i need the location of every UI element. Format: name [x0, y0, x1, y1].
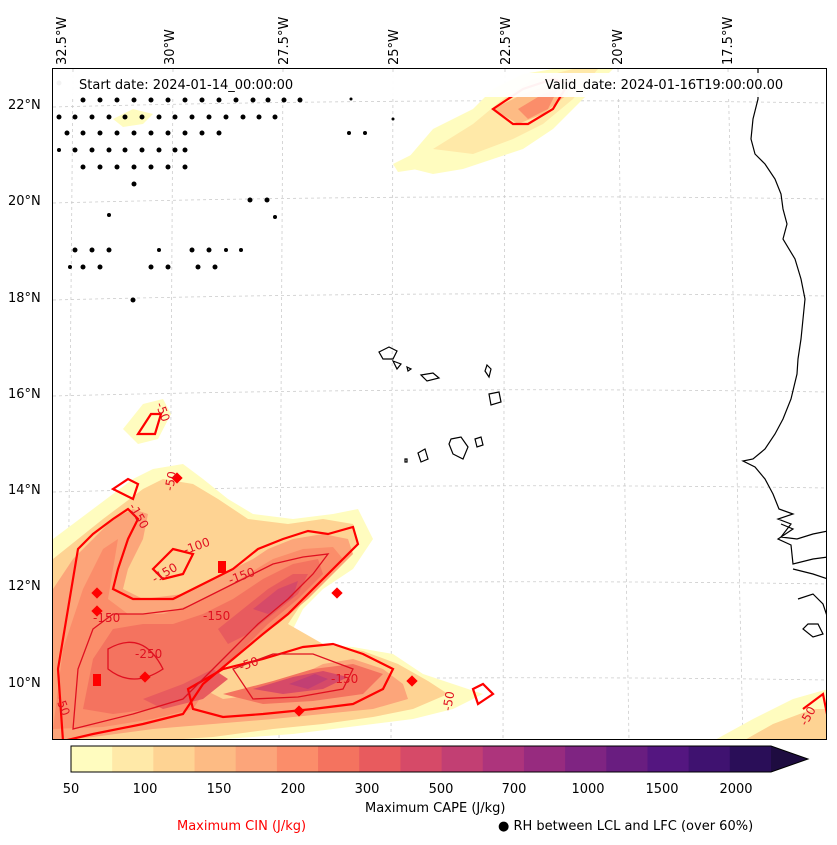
colorbar-label: Maximum CAPE (J/kg)	[365, 801, 506, 816]
colorbar-segment	[565, 746, 607, 772]
lat-label: 12°N	[8, 579, 41, 594]
colorbar-segment	[276, 746, 319, 772]
colorbar-tick: 700	[501, 782, 527, 797]
cin-contour-label: -150	[203, 609, 231, 623]
cin-legend-label: Maximum CIN (J/kg)	[177, 819, 307, 834]
colorbar-segment	[441, 746, 484, 772]
colorbar-segment	[235, 746, 278, 772]
colorbar-extend-arrow	[771, 746, 808, 772]
colorbar-tick: 1000	[571, 782, 605, 797]
valid-date-label: Valid_date: 2024-01-16T19:00:00.00	[545, 78, 784, 93]
colorbar-tick: 150	[206, 782, 232, 797]
colorbar-segment	[400, 746, 443, 772]
lat-label: 16°N	[8, 387, 41, 402]
colorbar	[70, 745, 810, 773]
lon-label: 32.5°W	[55, 16, 70, 65]
lat-label: 22°N	[8, 98, 41, 113]
colorbar-outline	[70, 745, 810, 773]
colorbar-segment	[606, 746, 648, 772]
rh-legend-label: RH between LCL and LFC (over 60%)	[513, 819, 754, 834]
lat-label: 20°N	[8, 194, 41, 209]
map-panel: -50 -50 -150 -100 -150 -150 -250 -150 -5…	[52, 68, 827, 740]
lat-label: 18°N	[8, 291, 41, 306]
lat-label: 10°N	[8, 676, 41, 691]
colorbar-tick: 200	[280, 782, 306, 797]
cin-contour-label: -150	[331, 672, 359, 686]
colorbar-segment	[318, 746, 360, 772]
rh-dots	[56, 80, 395, 303]
lon-label: 27.5°W	[277, 16, 292, 65]
coastlines	[378, 69, 826, 638]
colorbar-tick: 2000	[719, 782, 753, 797]
colorbar-segment	[523, 746, 566, 772]
lon-label: 30°W	[163, 29, 178, 65]
colorbar-segment	[359, 746, 401, 772]
cin-contour-label: -150	[93, 611, 121, 625]
cin-contours-thin	[72, 553, 354, 730]
cin-contour-label: -250	[135, 647, 163, 661]
colorbar-tick: 1500	[645, 782, 679, 797]
colorbar-tick: 50	[62, 782, 80, 797]
dot-icon: ●	[498, 819, 510, 834]
colorbar-segment	[482, 746, 525, 772]
rh-legend: ● RH between LCL and LFC (over 60%)	[498, 819, 753, 834]
colorbar-segment	[112, 746, 154, 772]
lat-label: 14°N	[8, 483, 41, 498]
colorbar-segment	[71, 746, 113, 772]
lon-label: 22.5°W	[499, 16, 514, 65]
colorbar-segment	[194, 746, 237, 772]
colorbar-tick: 300	[354, 782, 380, 797]
map-canvas	[53, 69, 826, 739]
lon-label: 25°W	[387, 29, 402, 65]
colorbar-tick: 100	[132, 782, 158, 797]
colorbar-segment	[729, 746, 772, 772]
colorbar-segment	[153, 746, 196, 772]
colorbar-tick: 500	[428, 782, 454, 797]
lon-label: 17.5°W	[721, 16, 736, 65]
colorbar-segment	[647, 746, 690, 772]
lon-label: 20°W	[611, 29, 626, 65]
start-date-label: Start date: 2024-01-14_00:00:00	[79, 78, 294, 93]
colorbar-segment	[688, 746, 731, 772]
